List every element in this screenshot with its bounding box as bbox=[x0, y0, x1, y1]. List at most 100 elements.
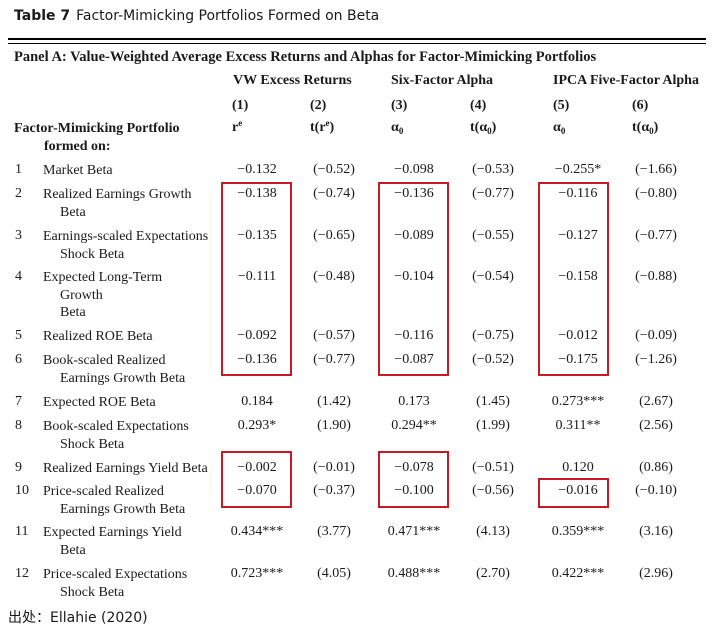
table-cell: (3.16) bbox=[639, 524, 673, 539]
table-cell: (−0.55) bbox=[472, 228, 514, 243]
table-cell: −0.138 bbox=[237, 186, 277, 201]
table-cell: 0.311** bbox=[555, 418, 601, 433]
table-cell: (−0.57) bbox=[313, 328, 355, 343]
col-symbol-6: t(α0) bbox=[632, 120, 659, 136]
table-cell: (2.96) bbox=[639, 566, 673, 581]
table-label: Table 7 bbox=[14, 8, 71, 24]
table-cell: −0.104 bbox=[394, 269, 434, 284]
table-cell: 0.723*** bbox=[230, 566, 284, 581]
table-cell: (−0.53) bbox=[472, 162, 514, 177]
highlight-box-vw-rows-9-10 bbox=[221, 451, 292, 508]
row-header-line2: formed on: bbox=[44, 139, 111, 154]
table-cell: 0.359*** bbox=[551, 524, 605, 539]
table-cell: 0.434*** bbox=[230, 524, 284, 539]
col-symbol-2: t(re) bbox=[310, 118, 335, 136]
table-cell: (−0.56) bbox=[472, 483, 514, 498]
table-cell: −0.116 bbox=[558, 186, 598, 201]
table-cell: 0.120 bbox=[562, 460, 594, 475]
table-cell: 0.273*** bbox=[551, 394, 605, 409]
row-label: Realized ROE Beta bbox=[43, 329, 153, 344]
table-cell: (−1.26) bbox=[635, 352, 677, 367]
row-index: 7 bbox=[15, 394, 22, 409]
col-symbol-4: t(α0) bbox=[470, 120, 497, 136]
table-cell: (1.45) bbox=[476, 394, 510, 409]
table-cell: −0.158 bbox=[558, 269, 598, 284]
top-rule-thick bbox=[8, 38, 706, 40]
group-header-vw-excess-returns: VW Excess Returns bbox=[233, 73, 352, 88]
table-cell: (1.90) bbox=[317, 418, 351, 433]
row-index: 10 bbox=[15, 483, 29, 498]
col-number-2: (2) bbox=[310, 98, 327, 113]
table-cell: (−0.77) bbox=[635, 228, 677, 243]
col-number-4: (4) bbox=[470, 98, 487, 113]
table-cell: 0.422*** bbox=[551, 566, 605, 581]
row-label: Beta bbox=[60, 204, 86, 220]
table-cell: −0.092 bbox=[237, 328, 277, 343]
row-label: Growth bbox=[60, 287, 103, 303]
highlight-box-ipca-rows-2-6 bbox=[538, 182, 609, 376]
table-cell: (2.56) bbox=[639, 418, 673, 433]
table-cell: −0.136 bbox=[237, 352, 277, 367]
table-cell: (−0.88) bbox=[635, 269, 677, 284]
table-cell: 0.294** bbox=[391, 418, 437, 433]
row-label: Realized Earnings Growth bbox=[43, 187, 192, 202]
table-cell: (−0.01) bbox=[313, 460, 355, 475]
row-label: Book-scaled Realized bbox=[43, 353, 166, 368]
table-cell: −0.078 bbox=[394, 460, 434, 475]
table-cell: 0.471*** bbox=[387, 524, 441, 539]
row-index: 5 bbox=[15, 328, 22, 343]
row-label: Expected Long-Term bbox=[43, 270, 163, 285]
row-index: 12 bbox=[15, 566, 29, 581]
highlight-box-ipca-row-10 bbox=[538, 478, 609, 508]
row-label: Beta bbox=[60, 305, 86, 320]
row-label: Shock Beta bbox=[60, 246, 125, 262]
group-header-six-factor-alpha: Six-Factor Alpha bbox=[391, 73, 494, 88]
col-number-6: (6) bbox=[632, 98, 649, 113]
table-cell: 0.293* bbox=[237, 418, 277, 433]
col-number-5: (5) bbox=[553, 98, 570, 113]
row-label: Shock Beta bbox=[60, 584, 125, 600]
table-cell: (−0.77) bbox=[313, 352, 355, 367]
table-cell: −0.111 bbox=[237, 269, 277, 284]
table-cell: (−0.52) bbox=[313, 162, 355, 177]
table-cell: (−0.74) bbox=[313, 186, 355, 201]
table-cell: −0.175 bbox=[558, 352, 598, 367]
col-number-3: (3) bbox=[391, 98, 408, 113]
row-label: Shock Beta bbox=[60, 436, 125, 452]
table-cell: (3.77) bbox=[317, 524, 351, 539]
table-cell: −0.012 bbox=[558, 328, 598, 343]
row-index: 1 bbox=[15, 162, 22, 177]
table-cell: (−0.10) bbox=[635, 483, 677, 498]
col-number-1: (1) bbox=[232, 98, 249, 113]
row-label: Realized Earnings Yield Beta bbox=[43, 461, 208, 476]
row-label: Beta bbox=[60, 542, 86, 558]
table-cell: 0.173 bbox=[398, 394, 430, 409]
table-cell: (−0.52) bbox=[472, 352, 514, 367]
table-cell: −0.116 bbox=[394, 328, 434, 343]
table-cell: (4.13) bbox=[476, 524, 510, 539]
row-index: 3 bbox=[15, 228, 22, 243]
row-label: Market Beta bbox=[43, 163, 113, 178]
highlight-box-six-factor-rows-9-10 bbox=[378, 451, 449, 508]
table-cell: −0.132 bbox=[237, 162, 277, 177]
table-cell: (1.99) bbox=[476, 418, 510, 433]
row-index: 8 bbox=[15, 418, 22, 433]
row-label: Book-scaled Expectations bbox=[43, 419, 189, 434]
highlight-box-six-factor-rows-2-6 bbox=[378, 182, 449, 376]
table-cell: (−0.51) bbox=[472, 460, 514, 475]
table-cell: (−0.75) bbox=[472, 328, 514, 343]
table-cell: −0.136 bbox=[394, 186, 434, 201]
table-cell: 0.184 bbox=[241, 394, 273, 409]
table-caption: Table 7 Factor-Mimicking Portfolios Forme… bbox=[14, 8, 379, 24]
table-cell: (−0.54) bbox=[472, 269, 514, 284]
table-cell: −0.089 bbox=[394, 228, 434, 243]
table-cell: −0.087 bbox=[394, 352, 434, 367]
table-cell: (1.42) bbox=[317, 394, 351, 409]
table-cell: (−0.77) bbox=[472, 186, 514, 201]
table-cell: −0.127 bbox=[558, 228, 598, 243]
table-cell: −0.002 bbox=[237, 460, 277, 475]
table-cell: (2.67) bbox=[639, 394, 673, 409]
table-cell: (2.70) bbox=[476, 566, 510, 581]
row-label: Expected Earnings Yield bbox=[43, 525, 182, 540]
table-cell: (−0.80) bbox=[635, 186, 677, 201]
